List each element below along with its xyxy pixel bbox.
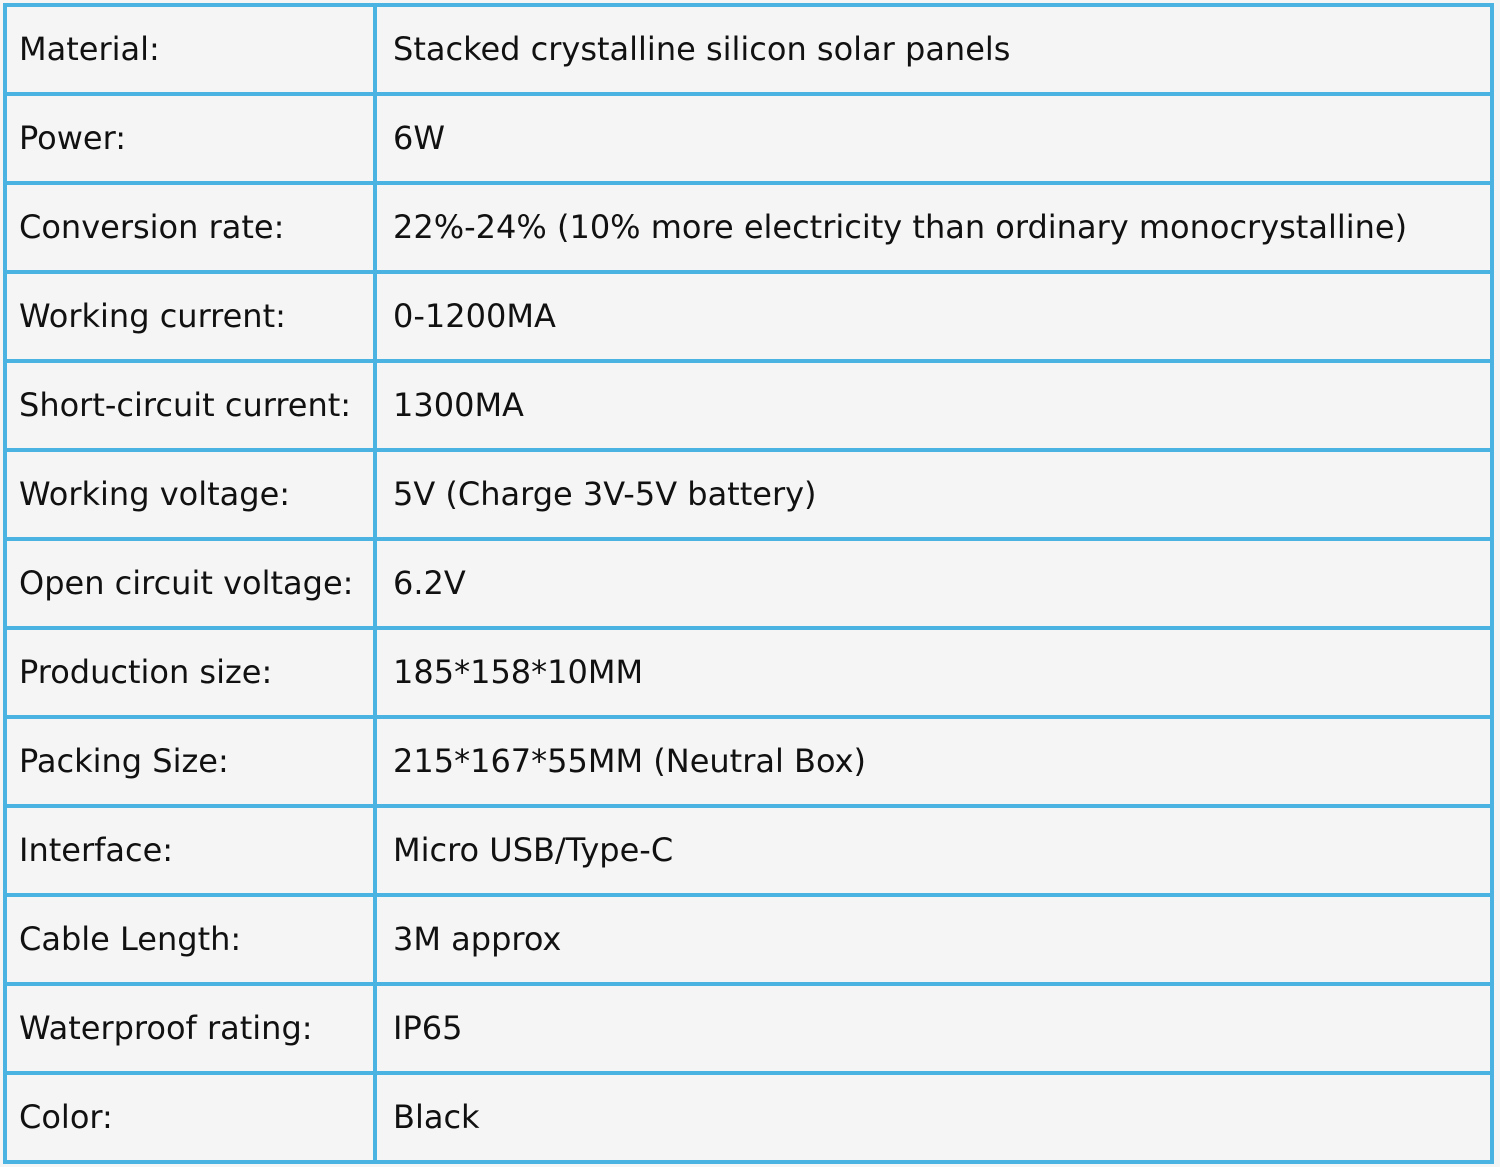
spec-label: Power:	[3, 92, 377, 185]
spec-value: 6W	[373, 92, 1494, 185]
table-row: Material: Stacked crystalline silicon so…	[3, 3, 1494, 96]
spec-value: Black	[373, 1071, 1494, 1164]
spec-value: 5V (Charge 3V-5V battery)	[373, 448, 1494, 541]
spec-value: 1300MA	[373, 359, 1494, 452]
spec-label: Short-circuit current:	[3, 359, 377, 452]
table-row: Working voltage: 5V (Charge 3V-5V batter…	[3, 448, 1494, 541]
table-row: Conversion rate: 22%-24% (10% more elect…	[3, 181, 1494, 274]
spec-label: Material:	[3, 3, 377, 96]
spec-value: 22%-24% (10% more electricity than ordin…	[373, 181, 1494, 274]
spec-value: 215*167*55MM (Neutral Box)	[373, 715, 1494, 808]
spec-label: Production size:	[3, 626, 377, 719]
table-row: Waterproof rating: IP65	[3, 982, 1494, 1075]
table-row: Color: Black	[3, 1071, 1494, 1164]
table-row: Open circuit voltage: 6.2V	[3, 537, 1494, 630]
spec-value: Micro USB/Type-C	[373, 804, 1494, 897]
spec-label: Interface:	[3, 804, 377, 897]
table-row: Working current: 0-1200MA	[3, 270, 1494, 363]
spec-label: Conversion rate:	[3, 181, 377, 274]
spec-label: Working voltage:	[3, 448, 377, 541]
spec-table: Material: Stacked crystalline silicon so…	[3, 3, 1494, 1164]
table-row: Cable Length: 3M approx	[3, 893, 1494, 986]
spec-value: 6.2V	[373, 537, 1494, 630]
spec-value: 3M approx	[373, 893, 1494, 986]
spec-value: Stacked crystalline silicon solar panels	[373, 3, 1494, 96]
spec-label: Working current:	[3, 270, 377, 363]
spec-value: IP65	[373, 982, 1494, 1075]
spec-label: Color:	[3, 1071, 377, 1164]
table-row: Interface: Micro USB/Type-C	[3, 804, 1494, 897]
table-row: Production size: 185*158*10MM	[3, 626, 1494, 719]
table-row: Power: 6W	[3, 92, 1494, 185]
spec-label: Waterproof rating:	[3, 982, 377, 1075]
spec-label: Packing Size:	[3, 715, 377, 808]
table-row: Short-circuit current: 1300MA	[3, 359, 1494, 452]
spec-label: Open circuit voltage:	[3, 537, 377, 630]
spec-value: 0-1200MA	[373, 270, 1494, 363]
spec-label: Cable Length:	[3, 893, 377, 986]
spec-value: 185*158*10MM	[373, 626, 1494, 719]
table-row: Packing Size: 215*167*55MM (Neutral Box)	[3, 715, 1494, 808]
